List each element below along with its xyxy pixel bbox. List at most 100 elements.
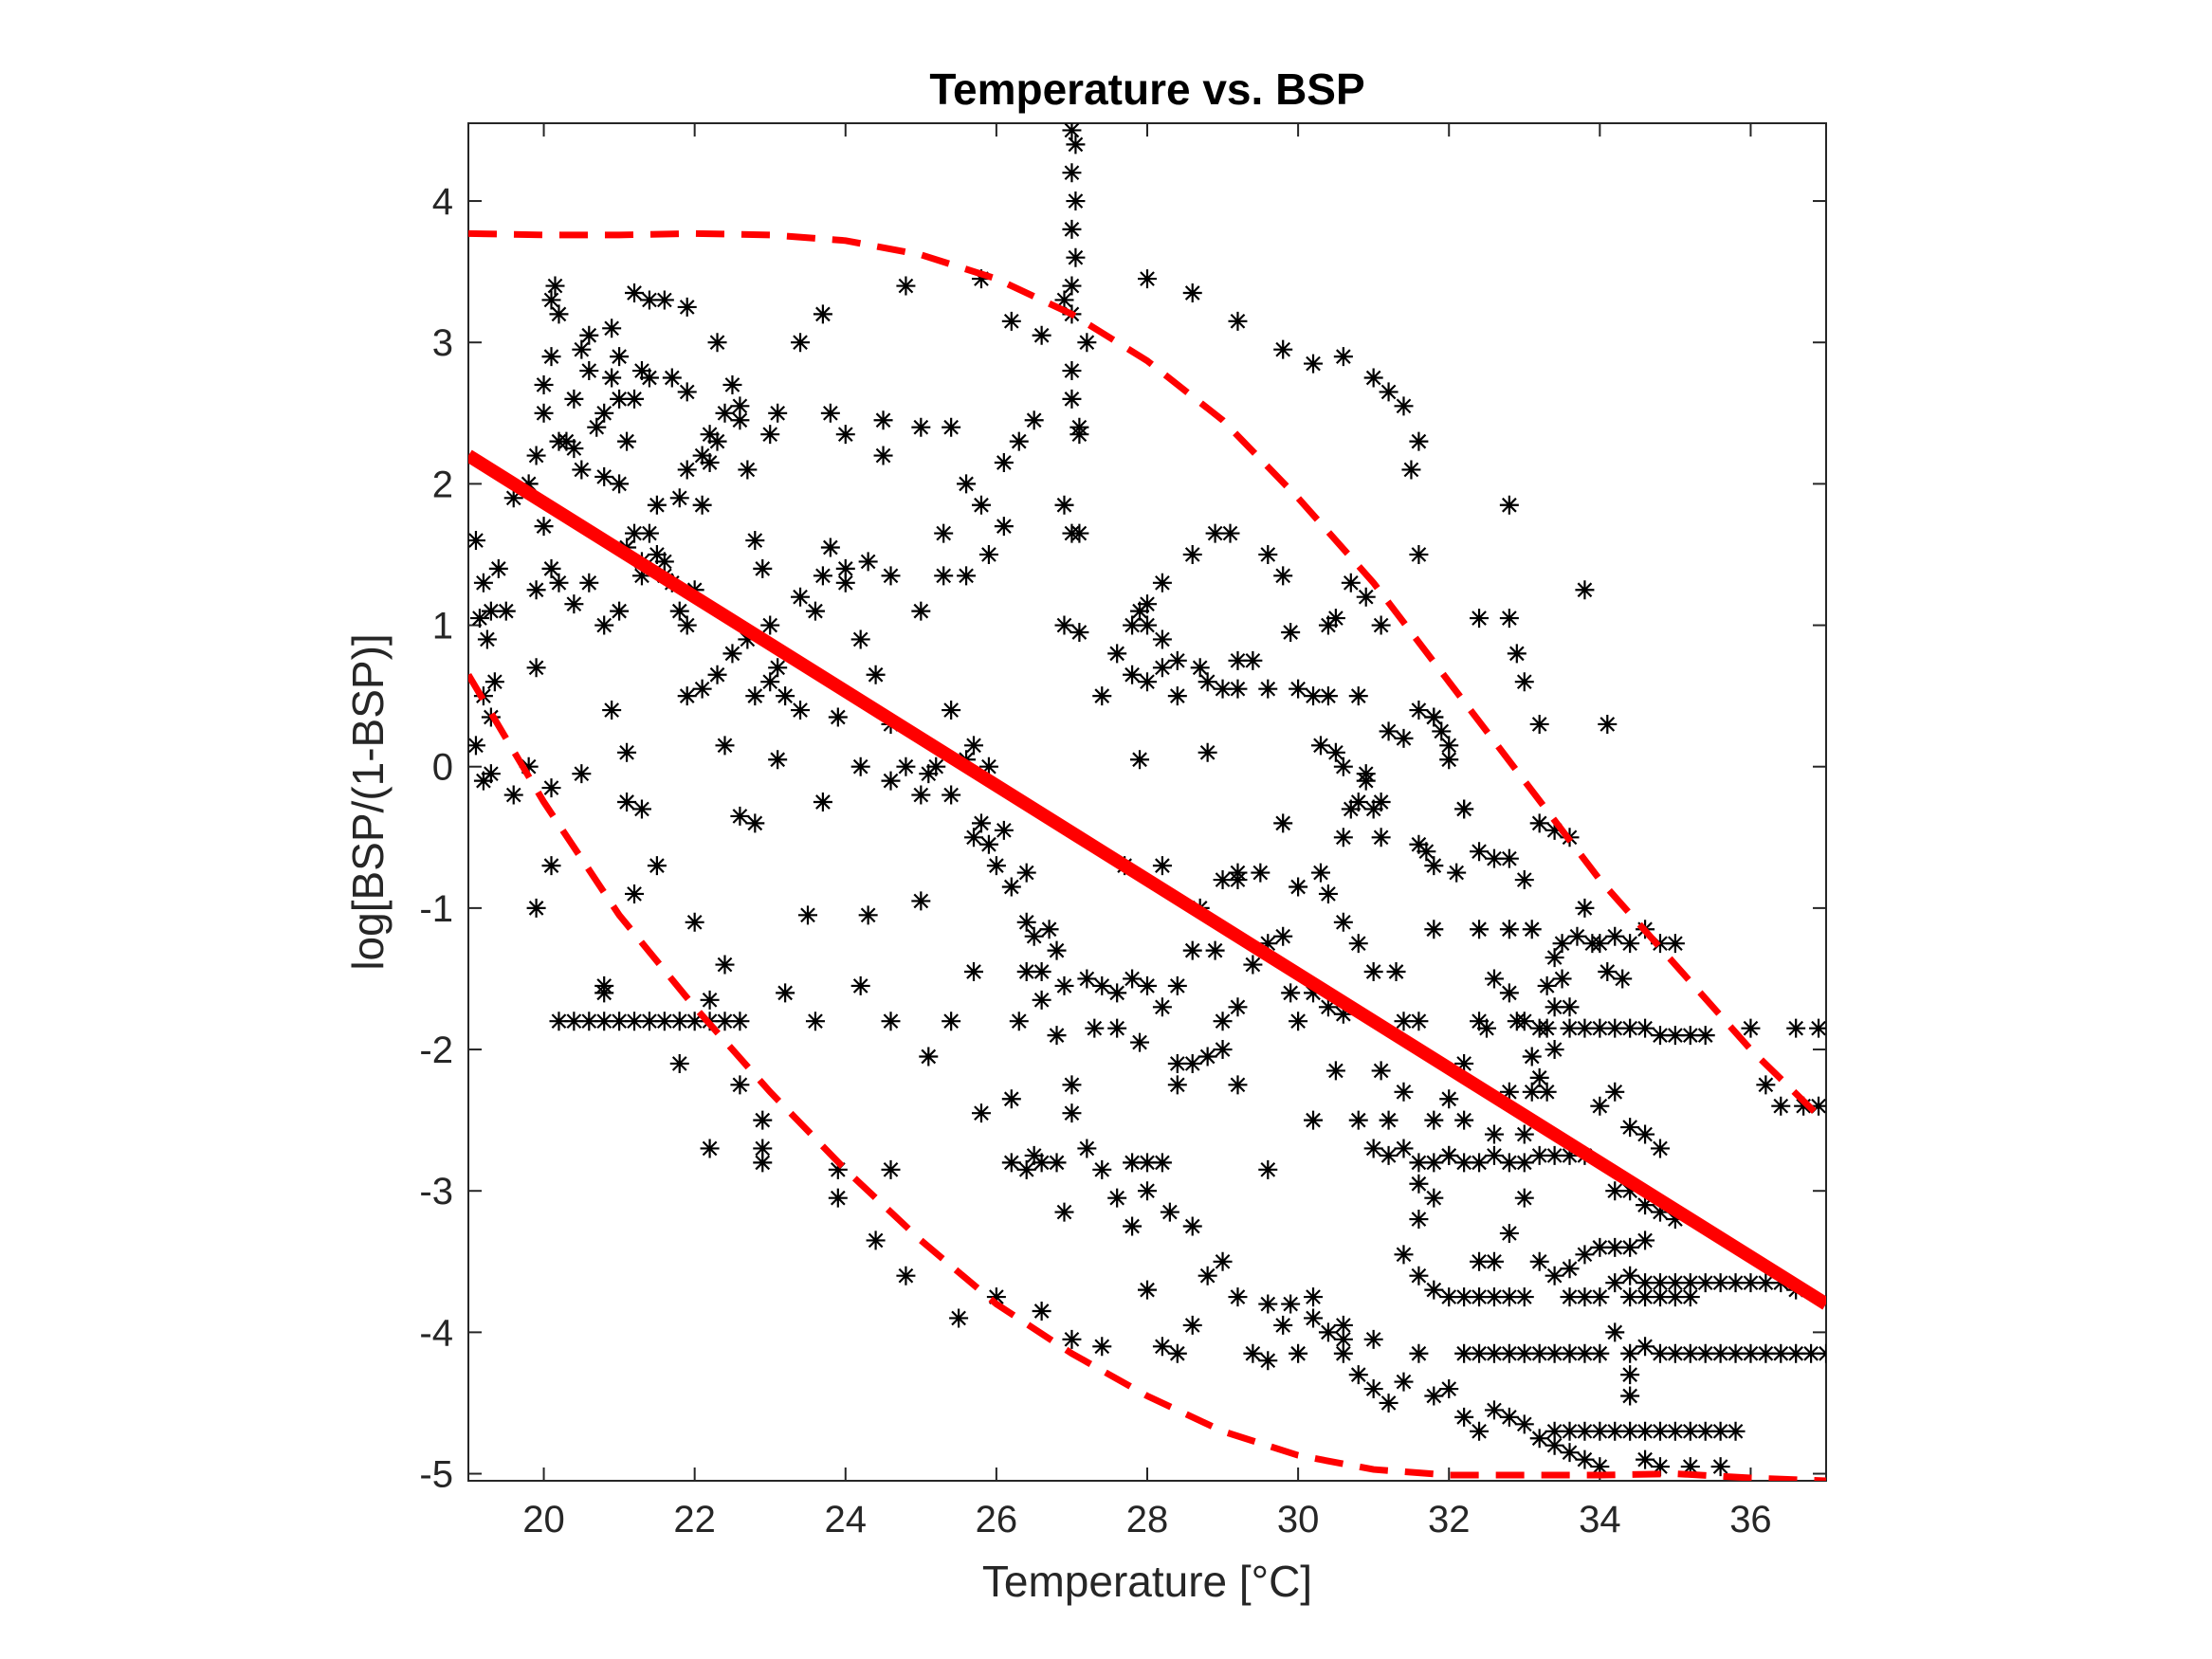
data-point [1771,1096,1791,1116]
data-point [545,276,565,296]
data-point [1304,1287,1324,1307]
data-point [469,609,489,629]
data-point [1069,417,1089,437]
data-point [1228,650,1248,670]
x-tick-label: 32 [1428,1499,1471,1540]
data-point [1363,368,1383,388]
data-point [1062,1075,1082,1095]
data-point [1454,1053,1474,1073]
data-point [1499,609,1519,629]
data-point [850,975,870,995]
data-point [1152,997,1172,1017]
data-point [481,601,501,621]
data-point [1650,1139,1670,1158]
data-point [1123,615,1143,635]
data-point [1470,920,1490,939]
data-point [541,558,561,578]
data-point [1695,1421,1715,1441]
data-point [745,813,765,833]
data-point [1665,1343,1685,1363]
data-point [602,319,622,338]
data-point [828,1188,848,1208]
data-point [753,1153,773,1173]
data-point [791,587,811,607]
data-point [1092,686,1112,706]
data-point [1439,736,1459,756]
data-point [1560,1259,1580,1279]
data-point [1409,1012,1429,1031]
x-tick-label: 30 [1277,1499,1320,1540]
data-point [692,446,712,465]
data-point [669,601,689,621]
data-point [1424,707,1444,727]
x-tick-label: 26 [976,1499,1018,1540]
data-point [1786,1018,1806,1038]
data-point [1304,1308,1324,1328]
data-point [534,403,554,423]
data-point [1152,856,1172,876]
data-point [631,566,651,586]
data-point [503,785,523,805]
data-point [1273,339,1293,359]
data-point [1054,495,1074,515]
data-point [677,297,697,317]
data-point [1333,757,1353,776]
data-point [1771,1343,1791,1363]
data-point [1424,1188,1444,1208]
data-point [1281,623,1301,642]
data-point [1756,1343,1776,1363]
data-point [1228,870,1248,890]
data-point [625,523,645,543]
data-point [1333,347,1353,367]
data-point [1499,1082,1519,1102]
data-point [1182,1216,1202,1236]
data-point [1024,1145,1044,1165]
data-point [1138,672,1157,692]
data-point [1620,1181,1640,1201]
data-point [964,736,984,756]
data-point [941,701,961,720]
data-point [1167,686,1187,706]
data-point [964,962,984,981]
data-point [1650,1287,1670,1307]
axes-frame [467,122,1827,1482]
data-point [1636,1287,1655,1307]
y-axis-ticks: -5 -4 -3 -2 -1 0 1 2 3 4 [419,181,1826,1496]
data-point [1273,926,1293,946]
data-point [1138,615,1157,635]
data-point [1167,1343,1187,1363]
data-point [1289,1343,1308,1363]
data-point [549,573,569,592]
data-point [957,474,977,494]
data-point [1228,1075,1248,1095]
data-point [1409,701,1429,720]
data-point [1786,1343,1806,1363]
data-point [1665,1421,1685,1441]
data-point [685,912,704,932]
data-point [1333,1315,1353,1335]
data-point [1499,1223,1519,1243]
y-tick-label: -5 [419,1454,453,1496]
data-point [1371,1061,1391,1081]
data-point [1220,523,1240,543]
data-point [722,374,742,394]
x-tick-label: 22 [673,1499,716,1540]
data-point [1062,1103,1082,1123]
data-point [1605,1237,1625,1257]
data-point [911,785,931,805]
data-point [1545,1421,1564,1441]
y-tick-label: 4 [432,181,453,223]
y-tick-label: -1 [419,888,453,930]
data-point [1545,1145,1564,1165]
data-point [1470,1012,1490,1031]
data-point [1069,523,1089,543]
data-point [1138,594,1157,614]
data-point [1009,431,1029,451]
data-point [1665,1026,1685,1046]
data-point [1394,396,1414,416]
data-point [1016,962,1036,981]
data-point [1062,163,1082,183]
data-point [1439,1089,1459,1109]
data-point [715,1012,735,1031]
data-point [1507,644,1526,664]
